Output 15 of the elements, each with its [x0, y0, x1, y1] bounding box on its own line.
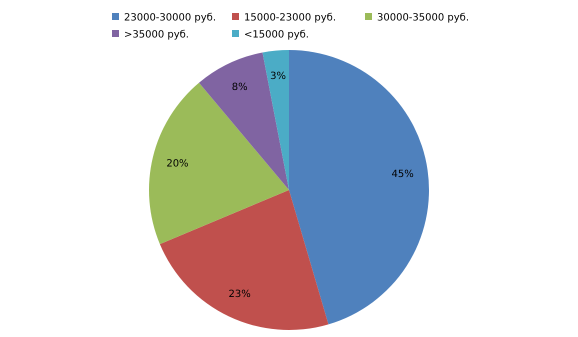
legend-label: 23000-30000 руб. — [124, 12, 216, 24]
legend-label: >35000 руб. — [124, 30, 189, 40]
pie-slice — [149, 82, 289, 244]
data-label: 45% — [392, 169, 414, 180]
data-label: 3% — [270, 71, 286, 82]
data-label: 20% — [166, 158, 189, 170]
pie-slice — [262, 50, 289, 190]
pie-slice — [199, 52, 289, 190]
pie-slice — [289, 50, 429, 324]
pie-slice — [160, 190, 328, 330]
data-label: 23% — [228, 289, 251, 300]
legend-label: <15000 руб. — [244, 30, 309, 40]
data-label: 8% — [232, 82, 248, 93]
legend-label: 15000-23000 руб. — [244, 12, 336, 24]
legend-label: 30000-35000 руб. — [377, 12, 470, 24]
